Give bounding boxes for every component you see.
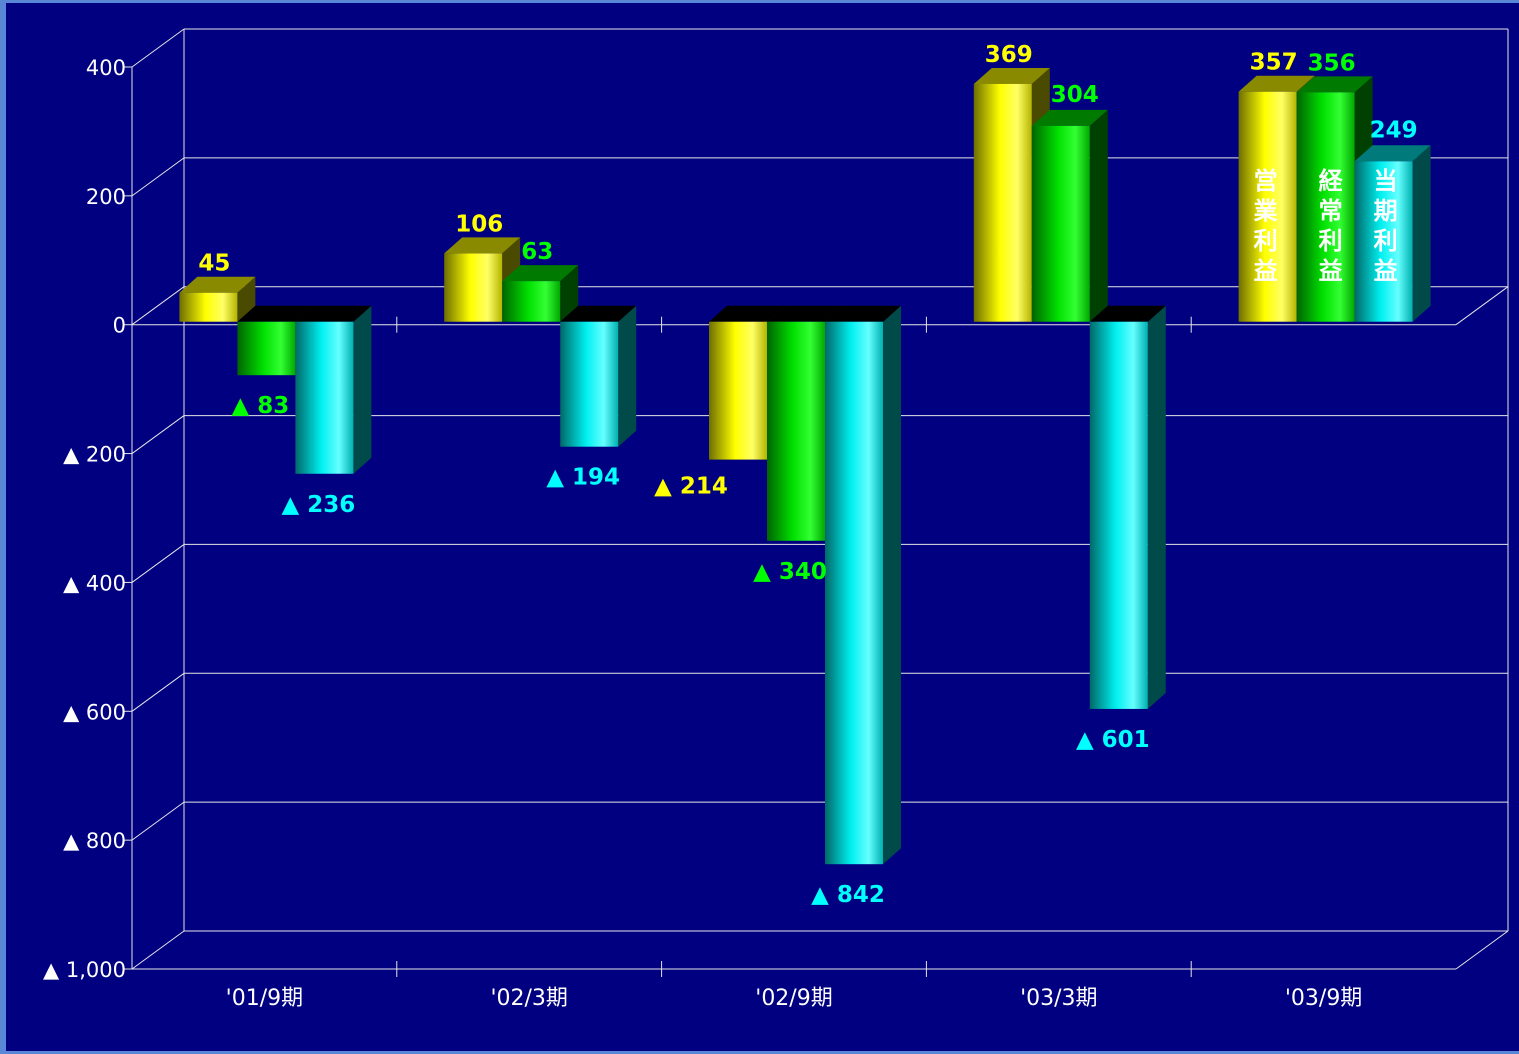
data-label: 45 xyxy=(198,251,230,277)
side-gridline xyxy=(131,544,185,583)
bar-side-face xyxy=(618,305,637,447)
category-label: '02/9期 xyxy=(755,986,832,1011)
y-tick-label: ▲ 1,000 xyxy=(43,958,126,982)
data-label: 249 xyxy=(1370,117,1418,143)
category-label: '03/3期 xyxy=(1020,986,1097,1011)
category-label: '03/9期 xyxy=(1285,986,1362,1011)
y-tick-label: 0 xyxy=(113,314,126,338)
side-gridline xyxy=(131,157,185,197)
legend-label-char: 業 xyxy=(1254,197,1278,225)
bar-top-face xyxy=(767,305,843,322)
chart-panel: 400 200 0 ▲ 200 ▲ 400 ▲ 600 ▲ 800 ▲ 1,000 '01/9期… xyxy=(6,3,1519,1051)
bar-side-face xyxy=(237,276,256,322)
bar-top-face xyxy=(179,276,256,293)
legend-label-char: 期 xyxy=(1374,197,1398,225)
bar-3-1 xyxy=(1031,109,1108,322)
bar-top-face xyxy=(1354,145,1431,162)
category-label: '01/9期 xyxy=(226,986,303,1011)
bar-front-face xyxy=(502,281,561,322)
side-gridline xyxy=(131,28,185,68)
bar-front-face xyxy=(973,83,1032,322)
bar-front-face xyxy=(825,321,883,865)
y-tick-label: 400 xyxy=(86,56,126,80)
zero-depth-line xyxy=(1455,286,1509,326)
bar-top-face xyxy=(295,305,372,322)
data-label: ▲ 83 xyxy=(232,393,290,419)
bar-side-face xyxy=(883,305,901,865)
legend-label-char: 利 xyxy=(1254,227,1278,255)
y-tick-label: 200 xyxy=(86,185,126,209)
side-gridline xyxy=(131,415,185,454)
bar-2-2 xyxy=(825,305,901,865)
category-label: '02/3期 xyxy=(490,986,567,1011)
bar-front-face xyxy=(1354,161,1413,322)
data-label: ▲ 214 xyxy=(654,474,728,500)
bar-chart: 400 200 0 ▲ 200 ▲ 400 ▲ 600 ▲ 800 ▲ 1,000 '01/9期… xyxy=(43,28,1509,1011)
data-label: 106 xyxy=(455,211,503,237)
bar-1-1 xyxy=(502,265,579,322)
bar-front-face xyxy=(295,321,354,474)
bar-side-face xyxy=(1412,145,1431,322)
data-label: 357 xyxy=(1250,50,1298,76)
bar-front-face xyxy=(1089,321,1148,709)
bar-top-face xyxy=(1031,109,1108,126)
y-tick-label: ▲ 800 xyxy=(63,829,126,853)
legend-label-char: 利 xyxy=(1374,227,1398,255)
bar-front-face xyxy=(444,253,503,322)
side-gridline xyxy=(131,930,185,970)
y-tick-label: ▲ 600 xyxy=(63,700,126,724)
bar-top-face xyxy=(502,265,579,282)
bar-front-face xyxy=(179,292,238,322)
data-label: ▲ 236 xyxy=(282,492,356,518)
legend-label-char: 当 xyxy=(1374,167,1398,195)
legend-label-char: 利 xyxy=(1319,227,1343,255)
legend-label-char: 益 xyxy=(1254,257,1278,285)
data-label: 369 xyxy=(985,42,1033,68)
side-gridline xyxy=(131,286,185,326)
floor-right-edge xyxy=(1455,930,1509,970)
data-label: ▲ 194 xyxy=(546,465,620,491)
bar-front-face xyxy=(767,321,825,541)
y-tick-label: ▲ 400 xyxy=(63,571,126,595)
data-label: ▲ 340 xyxy=(753,559,827,585)
bar-top-face xyxy=(560,305,637,322)
legend-label-char: 益 xyxy=(1374,257,1398,285)
bar-top-face xyxy=(709,305,785,322)
bar-front-face xyxy=(709,321,767,460)
bar-side-face xyxy=(1147,305,1166,709)
bar-top-face xyxy=(237,305,314,322)
bar-front-face xyxy=(560,321,619,447)
legend-label-char: 常 xyxy=(1319,197,1343,225)
bar-front-face xyxy=(237,321,296,376)
bar-front-face xyxy=(1296,92,1355,322)
data-label: ▲ 601 xyxy=(1076,727,1150,753)
bar-0-0 xyxy=(179,276,256,322)
legend-label-char: 経 xyxy=(1319,167,1344,195)
bar-0-2 xyxy=(295,305,372,474)
bar-top-face xyxy=(973,67,1050,84)
side-gridline xyxy=(131,672,185,712)
bar-4-0 xyxy=(1238,75,1315,322)
y-tick-label: ▲ 200 xyxy=(63,443,126,467)
bar-front-face xyxy=(1238,91,1297,322)
bar-top-face xyxy=(444,237,521,254)
side-gridline xyxy=(131,801,185,841)
data-label: 63 xyxy=(521,239,553,265)
bar-3-2 xyxy=(1089,305,1166,709)
bar-side-face xyxy=(560,265,579,322)
bar-1-2 xyxy=(560,305,637,447)
bar-side-face xyxy=(1089,109,1108,322)
bar-4-2 xyxy=(1354,145,1431,322)
bar-top-face xyxy=(1238,75,1315,92)
bar-top-face xyxy=(825,305,901,322)
data-label: ▲ 842 xyxy=(811,882,885,908)
legend-label-char: 益 xyxy=(1319,257,1343,285)
data-label: 304 xyxy=(1051,82,1099,108)
bar-top-face xyxy=(1089,305,1166,322)
legend-label-char: 営 xyxy=(1254,167,1278,195)
bar-front-face xyxy=(1031,125,1090,322)
bar-top-face xyxy=(1296,76,1373,93)
data-label: 356 xyxy=(1308,50,1356,76)
bar-side-face xyxy=(353,305,372,474)
